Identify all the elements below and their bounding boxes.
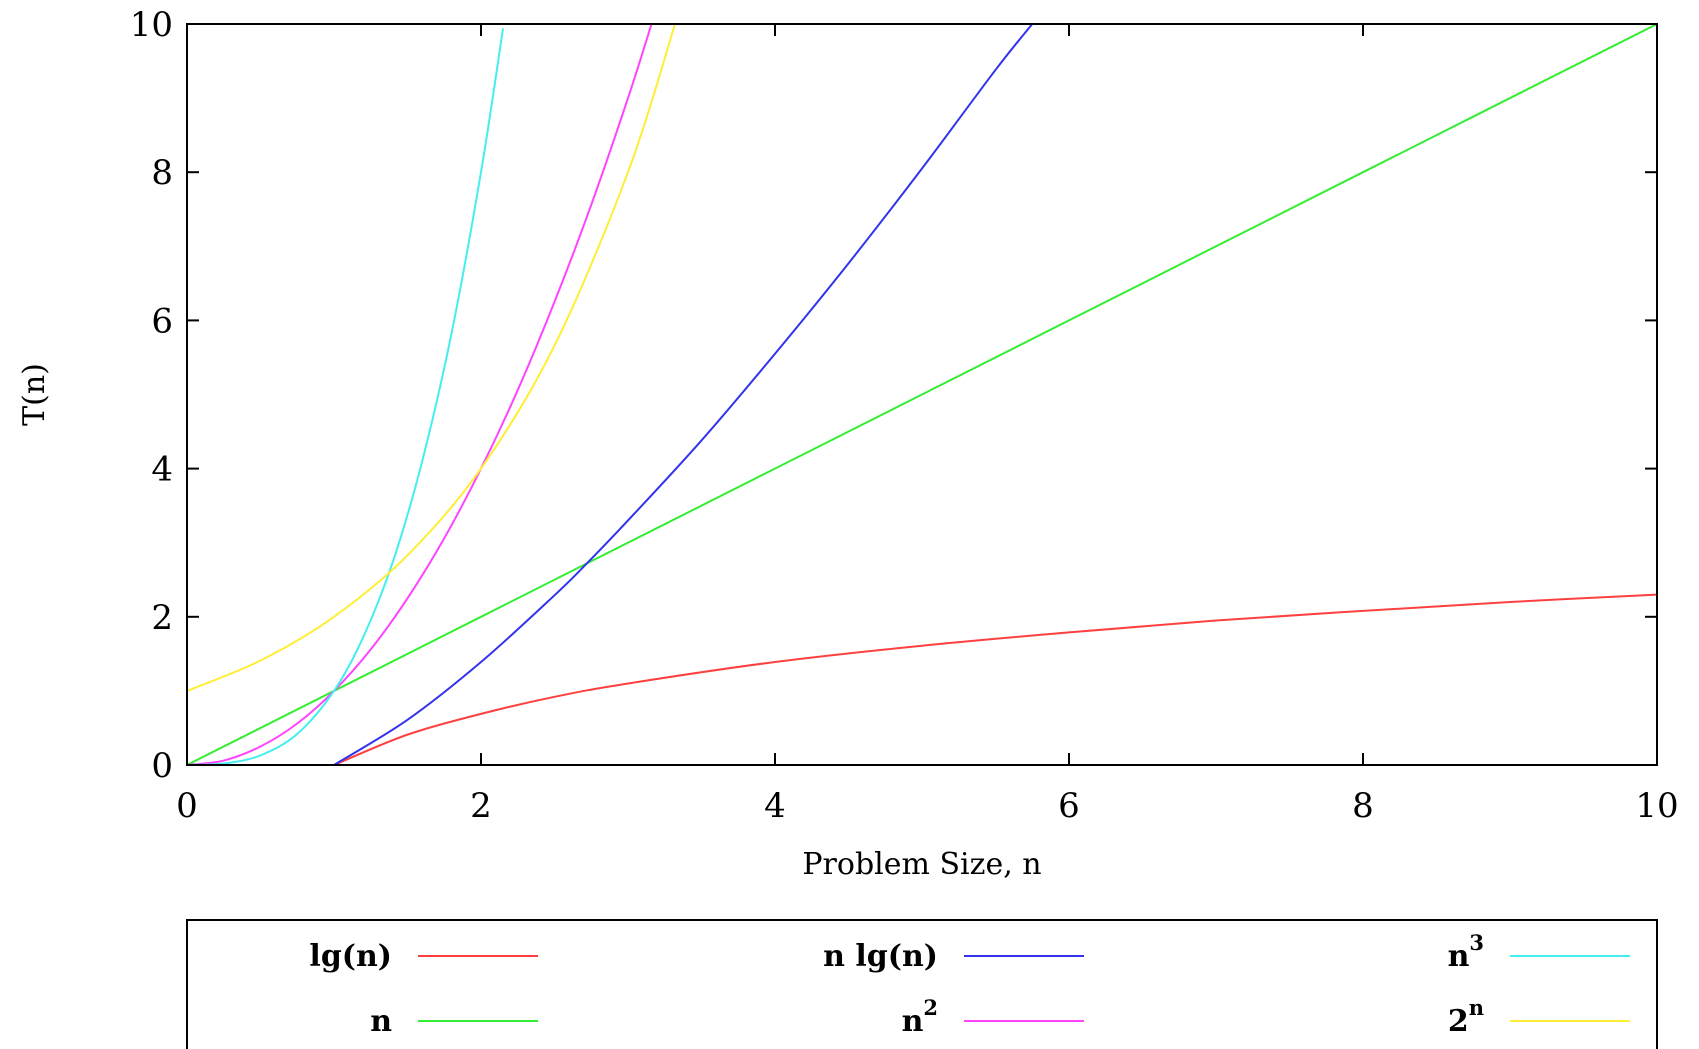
x-tick-label: 4: [764, 786, 786, 826]
legend-label: n3: [1448, 930, 1484, 974]
series-line-n-lg-n: [333, 24, 1034, 765]
y-tick-label: 10: [130, 5, 173, 45]
series-line-lg-n: [333, 593, 1657, 765]
x-tick-label: 10: [1635, 786, 1678, 826]
series-line-2-pow-n: [187, 24, 676, 692]
legend-item-n-pow-3: n3: [1448, 930, 1630, 974]
x-tick-label: 6: [1058, 786, 1080, 826]
legend-label: lg(n): [309, 939, 392, 974]
legend-label: n lg(n): [823, 939, 938, 974]
y-tick-label: 6: [151, 301, 173, 341]
y-tick-label: 0: [151, 746, 173, 786]
x-tick-label: 2: [470, 786, 492, 826]
legend-label: n: [370, 1004, 392, 1039]
legend-label: n2: [902, 995, 938, 1039]
series-line-n: [187, 24, 1657, 765]
series-line-n-pow-2: [187, 24, 653, 765]
y-tick-label: 4: [151, 450, 173, 490]
plot-frame: [186, 23, 1658, 766]
legend: lg(n) n lg(n) n3 n n2 2n: [186, 919, 1658, 1049]
legend-item-n-lg-n: n lg(n): [823, 939, 1084, 974]
x-tick-label: 0: [176, 786, 198, 826]
legend-item-n: n: [370, 1004, 538, 1039]
y-tick-label: 8: [151, 153, 173, 193]
x-tick-label: 8: [1352, 786, 1374, 826]
legend-label: 2n: [1448, 995, 1484, 1039]
legend-item-n-pow-2: n2: [902, 995, 1084, 1039]
y-tick-label: 2: [151, 598, 173, 638]
x-axis-ticks: 0 2 4 6 8 10: [176, 24, 1679, 826]
legend-item-lg-n: lg(n): [309, 939, 538, 974]
series-line-n-pow-3: [187, 28, 505, 765]
x-axis-title: Problem Size, n: [802, 847, 1041, 882]
legend-box: [186, 919, 1658, 1049]
y-axis-title: T(n): [17, 363, 52, 426]
legend-item-2-pow-n: 2n: [1448, 995, 1630, 1039]
y-axis-ticks: 0 2 4 6 8 10: [130, 5, 1657, 786]
plot-series: [187, 24, 1657, 765]
